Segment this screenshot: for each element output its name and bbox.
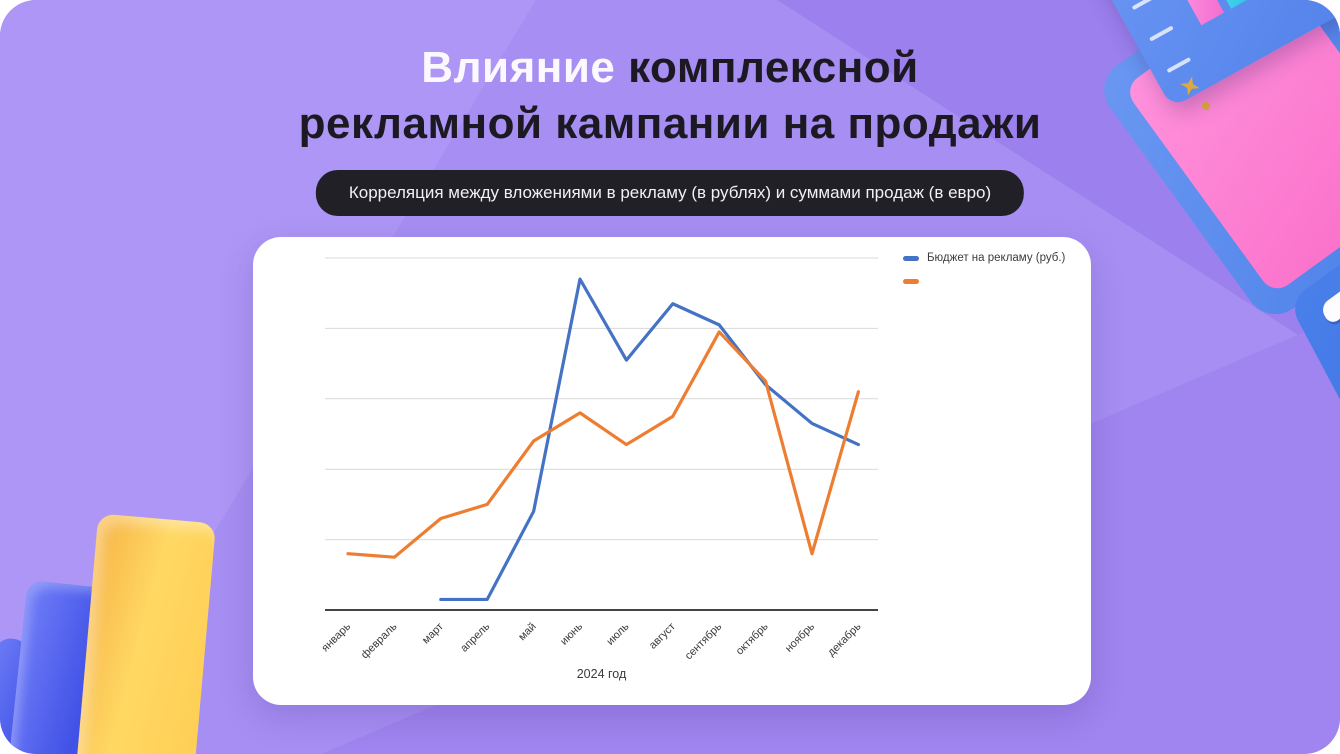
bar-3d-yellow (74, 513, 216, 754)
svg-text:февраль: февраль (359, 620, 400, 661)
svg-text:июнь: июнь (558, 620, 585, 647)
bar-3d-blue (4, 580, 116, 754)
sparkle-dot-icon (1202, 102, 1210, 110)
title-highlight: Влияние (421, 43, 616, 92)
bar-3d-blue-partial (0, 636, 31, 754)
legend-item-budget: Бюджет на рекламу (руб.) (903, 251, 1065, 265)
mini-bar-pink-icon (1165, 0, 1225, 26)
ruler-tick-icon (1131, 0, 1157, 11)
svg-text:май: май (516, 621, 539, 644)
svg-text:апрель: апрель (458, 620, 492, 654)
keyboard-key-icon (1319, 282, 1340, 326)
page-title: Влияние комплексной рекламной кампании н… (0, 40, 1340, 152)
legend-swatch-orange-icon (903, 278, 919, 284)
chart-card: январь февраль март апрель май июнь июль август… (253, 237, 1091, 705)
svg-text:январь: январь (319, 620, 353, 654)
svg-text:июль: июль (604, 620, 631, 647)
svg-text:2024 год: 2024 год (577, 667, 627, 681)
svg-text:октябрь: октябрь (734, 620, 771, 657)
legend-item-sales (903, 274, 1065, 288)
svg-text:сентябрь: сентябрь (683, 620, 725, 662)
mini-bar-cyan-icon (1203, 0, 1254, 9)
legend-swatch-blue-icon (903, 255, 919, 261)
chart-legend: Бюджет на рекламу (руб.) (903, 251, 1065, 288)
legend-label: Бюджет на рекламу (руб.) (927, 252, 1066, 264)
svg-text:март: март (420, 621, 446, 647)
title-line1-rest: комплексной (628, 43, 919, 92)
laptop-keyboard (1288, 108, 1340, 454)
title-line2: рекламной кампании на продажи (298, 98, 1042, 148)
subtitle-badge: Корреляция между вложениями в рекламу (в… (315, 170, 1025, 216)
svg-text:ноябрь: ноябрь (783, 620, 817, 654)
correlation-line-chart: январь февраль март апрель май июнь июль август… (319, 257, 878, 681)
svg-text:август: август (647, 621, 678, 652)
svg-text:декабрь: декабрь (825, 620, 863, 658)
bar-chart-3d-illustration (0, 510, 240, 754)
